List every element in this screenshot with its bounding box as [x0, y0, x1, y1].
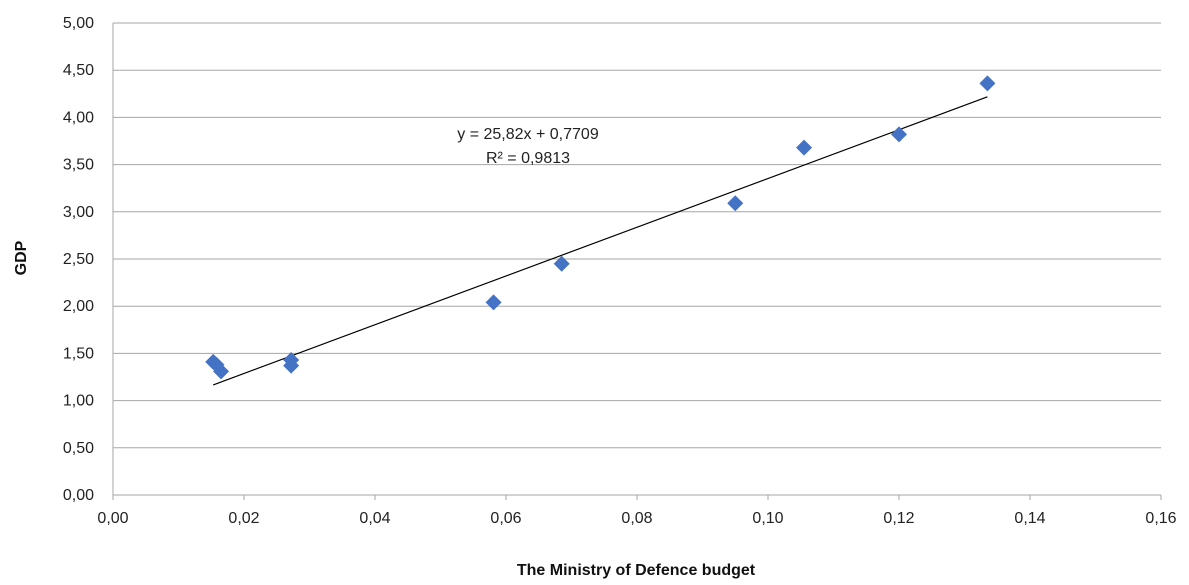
- data-point: [891, 126, 907, 143]
- data-point: [553, 255, 570, 272]
- x-tick-label: 0,14: [1014, 510, 1045, 527]
- y-tick-label: 1,50: [63, 345, 94, 362]
- y-tick-label: 3,50: [63, 157, 94, 174]
- data-point: [727, 195, 744, 212]
- y-tick-label: 5,00: [63, 15, 94, 32]
- x-tick-label: 0,04: [359, 510, 390, 527]
- y-tick-label: 2,50: [63, 251, 94, 268]
- y-tick-label: 3,00: [63, 204, 94, 221]
- data-point: [979, 75, 996, 92]
- trendline-group: [213, 96, 988, 386]
- x-axis-title: The Ministry of Defence budget: [517, 562, 756, 579]
- data-point: [213, 363, 230, 380]
- gridlines: [113, 22, 1161, 496]
- x-tick-label: 0,06: [490, 510, 521, 527]
- trendline-equation: y = 25,82x + 0,7709: [457, 126, 599, 143]
- axes: 0,00 0,50 1,00 1,50 2,00 2,50 3,00 3,50 4,00 4,50…: [63, 15, 1177, 527]
- data-points: [205, 75, 996, 380]
- data-point: [796, 139, 813, 156]
- x-tick-label: 0,10: [752, 510, 783, 527]
- y-tick-label: 0,00: [63, 487, 94, 504]
- y-tick-label: 4,00: [63, 109, 94, 126]
- trendline-r-squared: R² = 0,9813: [486, 150, 570, 167]
- trendline: [213, 96, 988, 386]
- x-tick-label: 0,16: [1145, 510, 1176, 527]
- x-tick-label: 0,02: [228, 510, 259, 527]
- x-tick-label: 0,12: [883, 510, 914, 527]
- y-tick-label: 4,50: [63, 62, 94, 79]
- labels: y = 25,82x + 0,7709 R² = 0,9813 The Mini…: [13, 126, 756, 579]
- data-point: [485, 294, 502, 311]
- y-axis-title: GDP: [13, 240, 30, 275]
- y-tick-label: 1,00: [63, 393, 94, 410]
- y-tick-label: 2,00: [63, 298, 94, 315]
- y-tick-label: 0,50: [63, 440, 94, 457]
- x-tick-label: 0,00: [97, 510, 128, 527]
- data-point: [283, 357, 300, 374]
- x-tick-label: 0,08: [621, 510, 652, 527]
